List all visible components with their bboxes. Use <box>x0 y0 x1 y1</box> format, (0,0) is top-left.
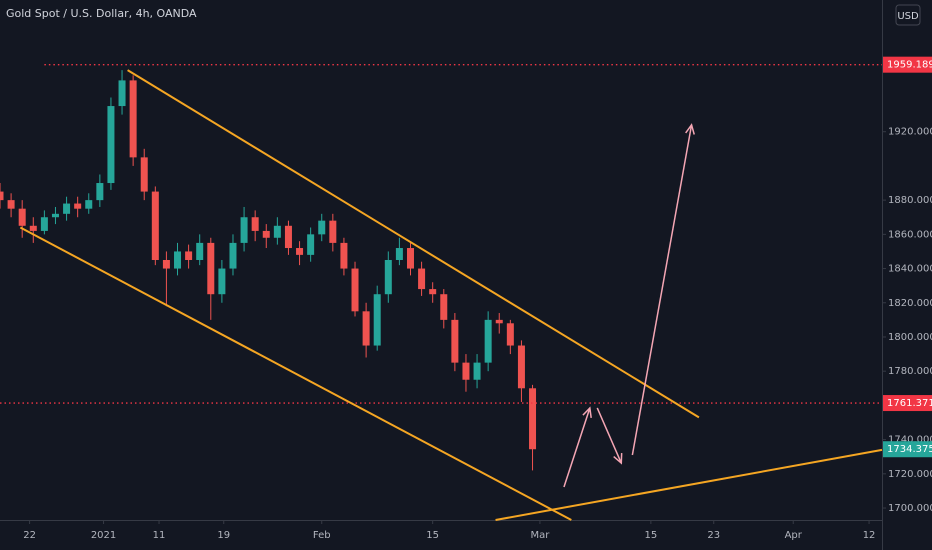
candle-body <box>74 203 82 209</box>
candle-body <box>40 217 48 231</box>
currency-box[interactable] <box>895 4 921 26</box>
candle-body <box>218 268 226 295</box>
candle-body <box>517 345 525 389</box>
price-level-label: 1959.189 <box>887 60 932 71</box>
candle-body <box>196 242 204 260</box>
y-tick-label: 1840.000 <box>888 264 932 275</box>
candle-body <box>329 220 337 243</box>
candle-body <box>284 225 292 249</box>
x-tick-label: Apr <box>785 530 803 541</box>
candle-body <box>351 268 359 312</box>
y-tick-label: 1800.000 <box>888 332 932 343</box>
last-price-label: 1734.375 <box>887 444 932 455</box>
y-tick-label: 1920.000 <box>888 127 932 138</box>
y-tick-label: 1780.000 <box>888 366 932 377</box>
x-tick-label: 23 <box>707 530 720 541</box>
candle-body <box>451 319 459 363</box>
x-tick-label: Feb <box>313 530 331 541</box>
candle-body <box>273 225 281 238</box>
x-tick-label: 11 <box>153 530 166 541</box>
trend-line <box>127 69 700 419</box>
candle-body <box>107 106 115 184</box>
candle-body <box>384 260 392 295</box>
candle-body <box>18 208 26 226</box>
candle-body <box>0 191 4 201</box>
candle-body <box>7 200 15 209</box>
candle-body <box>418 268 426 290</box>
last-price-tag <box>883 441 932 458</box>
y-tick-label: 1700.000 <box>888 503 932 514</box>
y-tick-label: 1720.000 <box>888 469 932 480</box>
price-level-tag <box>883 56 932 73</box>
candle-body <box>63 203 71 214</box>
arrow-head <box>685 123 695 135</box>
candle-body <box>185 251 193 260</box>
candle-body <box>262 230 270 238</box>
candle-body <box>506 323 514 346</box>
candle-body <box>462 362 470 380</box>
candle-body <box>362 311 370 346</box>
candle-body <box>162 260 170 269</box>
x-tick-label: 12 <box>863 530 876 541</box>
currency-label[interactable]: USD <box>897 11 919 22</box>
trend-line <box>19 226 572 521</box>
candle-body <box>529 388 537 450</box>
candle-body <box>96 183 104 201</box>
x-tick-label: 22 <box>23 530 36 541</box>
candle-body <box>151 191 159 260</box>
candle-body <box>440 294 448 320</box>
candle-body <box>307 234 315 255</box>
candle-body <box>495 319 503 324</box>
y-tick-label: 1880.000 <box>888 195 932 206</box>
candle-body <box>484 319 492 363</box>
x-tick-label: 15 <box>645 530 658 541</box>
candle-body <box>207 242 215 295</box>
y-tick-label: 1860.000 <box>888 229 932 240</box>
arrow-line <box>631 124 693 456</box>
candle-body <box>129 80 137 158</box>
candle-body <box>174 251 182 269</box>
price-level-tag <box>883 395 932 412</box>
candle-body <box>406 248 414 269</box>
candle-body <box>85 200 93 209</box>
candle-body <box>395 248 403 260</box>
trend-line <box>495 448 883 521</box>
y-tick-label: 1740.000 <box>888 435 932 446</box>
arrow-line <box>563 407 591 488</box>
arrow-head <box>582 406 592 418</box>
price-level-label: 1761.371 <box>887 398 932 409</box>
x-tick-label: 2021 <box>91 530 116 541</box>
x-tick-label: 19 <box>217 530 230 541</box>
candle-body <box>251 217 259 231</box>
arrow-head <box>613 453 623 465</box>
candle-body <box>473 362 481 380</box>
candle-body <box>118 80 126 107</box>
candle-body <box>29 225 37 231</box>
candle-body <box>140 157 148 192</box>
candle-body <box>340 242 348 269</box>
candle-body <box>51 213 59 218</box>
chart-title: Gold Spot / U.S. Dollar, 4h, OANDA <box>6 7 197 20</box>
candle-body <box>229 242 237 269</box>
x-tick-label: Mar <box>530 530 550 541</box>
x-tick-label: 15 <box>426 530 439 541</box>
candle-body <box>318 220 326 235</box>
y-tick-label: 1820.000 <box>888 298 932 309</box>
candle-body <box>429 289 437 295</box>
candle-body <box>373 294 381 346</box>
candle-body <box>296 248 304 255</box>
candle-body <box>240 217 248 243</box>
arrow-line <box>596 407 622 464</box>
